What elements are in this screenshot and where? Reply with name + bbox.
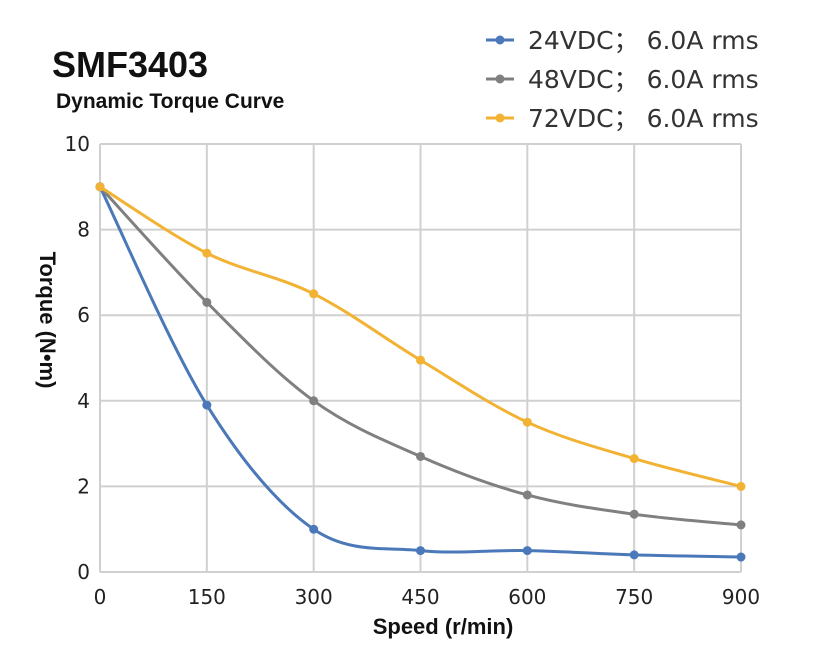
y-axis-label: Torque (N•m): [35, 252, 60, 389]
y-tick-label: 10: [65, 132, 90, 156]
data-point: [416, 546, 425, 556]
x-tick-label: 450: [401, 585, 439, 609]
data-point: [309, 289, 319, 299]
data-point: [629, 550, 639, 560]
legend-marker: [495, 74, 505, 84]
series-lines: [95, 182, 746, 562]
data-point: [736, 520, 746, 530]
y-tick-label: 8: [77, 218, 90, 242]
tick-labels: 0 150 300 450 600 750 900 0 2 4 6 8 10: [65, 132, 761, 609]
x-tick-label: 900: [722, 585, 760, 609]
x-tick-label: 750: [615, 585, 653, 609]
data-point: [416, 451, 425, 461]
data-point: [629, 454, 639, 464]
chart-subtitle: Dynamic Torque Curve: [56, 90, 285, 113]
data-point: [736, 552, 746, 562]
y-tick-label: 6: [77, 303, 90, 327]
legend-label: 24VDC； 6.0A rms: [528, 26, 759, 55]
legend-marker: [495, 35, 505, 45]
x-tick-label: 150: [188, 585, 226, 609]
legend-label: 48VDC； 6.0A rms: [528, 65, 759, 94]
data-point: [202, 297, 212, 307]
legend-label: 72VDC； 6.0A rms: [528, 104, 759, 133]
data-point: [522, 490, 532, 500]
data-point: [309, 396, 319, 406]
data-point: [522, 546, 532, 556]
data-point: [736, 481, 746, 491]
data-point: [202, 248, 212, 258]
data-point: [202, 400, 212, 410]
y-tick-label: 0: [77, 560, 90, 584]
legend: 24VDC； 6.0A rms 48VDC； 6.0A rms 72VDC； 6.0…: [486, 26, 759, 133]
x-tick-label: 300: [295, 585, 333, 609]
data-point: [629, 509, 639, 519]
x-axis-label: Speed (r/min): [373, 614, 514, 639]
data-point: [95, 182, 105, 192]
y-tick-label: 4: [77, 389, 90, 413]
x-tick-label: 600: [508, 585, 546, 609]
y-tick-label: 2: [77, 474, 90, 498]
x-tick-label: 0: [94, 585, 107, 609]
legend-marker: [495, 113, 505, 123]
data-point: [416, 355, 425, 365]
data-point: [309, 524, 319, 534]
chart-title: SMF3403: [52, 44, 209, 85]
data-point: [522, 417, 532, 427]
